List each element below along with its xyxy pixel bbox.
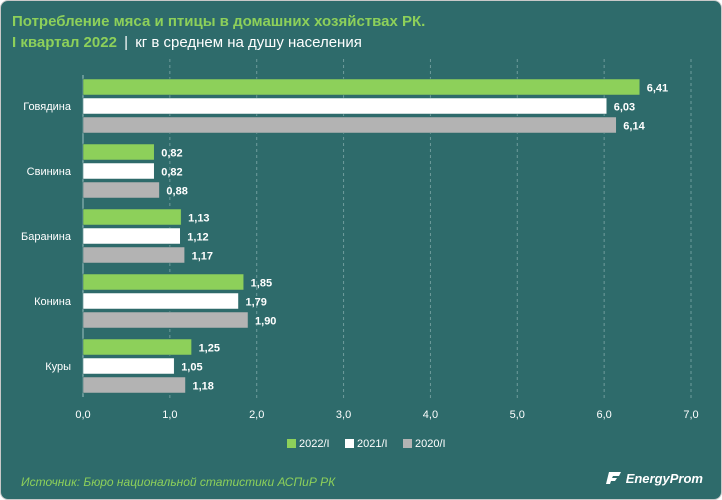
energyprom-logo: EnergyProm bbox=[605, 470, 703, 486]
category-label: Конина bbox=[34, 296, 72, 308]
data-label: 1,17 bbox=[192, 251, 213, 263]
title-separator: | bbox=[124, 34, 129, 51]
bar-2022-I-3 bbox=[82, 273, 244, 291]
bar-2021-I-2 bbox=[82, 227, 181, 245]
category-label: Говядина bbox=[23, 101, 72, 113]
bar-chart: 0,0 1,0 2,0 3,0 4,0 5,0 6,0 7,0 6,41 6,03 6,14 Говя… bbox=[21, 59, 699, 450]
category-label: Свинина bbox=[27, 166, 72, 178]
category-label: Баранина bbox=[21, 231, 72, 243]
data-label: 1,13 bbox=[188, 213, 209, 225]
x-tick-label: 1,0 bbox=[162, 409, 177, 421]
legend-label: 2021/I bbox=[357, 438, 388, 450]
bar-2020-I-0 bbox=[82, 116, 617, 134]
x-tick-label: 7,0 bbox=[683, 409, 698, 421]
legend-swatch bbox=[287, 439, 296, 448]
legend-swatch bbox=[403, 439, 412, 448]
bar-2021-I-1 bbox=[82, 162, 155, 180]
x-tick-label: 0,0 bbox=[75, 409, 90, 421]
data-label: 6,41 bbox=[647, 83, 668, 95]
category-label: Куры bbox=[45, 361, 71, 373]
title-period: I квартал 2022 bbox=[12, 34, 117, 51]
bar-2021-I-0 bbox=[82, 97, 607, 115]
bar-2020-I-2 bbox=[82, 246, 185, 264]
title-line-2: I квартал 2022 | кг в среднем на душу на… bbox=[12, 32, 711, 53]
x-tick-label: 4,0 bbox=[423, 409, 438, 421]
data-label: 1,18 bbox=[192, 381, 213, 393]
data-label: 0,88 bbox=[166, 186, 187, 198]
logo-text: EnergyProm bbox=[625, 470, 703, 486]
energyprom-logo-icon bbox=[605, 472, 621, 484]
data-label: 1,25 bbox=[199, 343, 220, 355]
source-note: Источник: Бюро национальной статистики А… bbox=[21, 475, 336, 489]
bar-2022-I-1 bbox=[82, 143, 155, 161]
bar-2022-I-0 bbox=[82, 78, 641, 96]
bar-2020-I-3 bbox=[82, 311, 249, 329]
x-tick-label: 3,0 bbox=[336, 409, 351, 421]
data-label: 6,14 bbox=[623, 121, 645, 133]
bar-2022-I-4 bbox=[82, 338, 192, 356]
data-label: 1,79 bbox=[245, 297, 266, 309]
bar-2020-I-4 bbox=[82, 376, 186, 394]
legend-label: 2022/I bbox=[299, 438, 330, 450]
data-label: 0,82 bbox=[161, 148, 182, 160]
legend-label: 2020/I bbox=[415, 438, 446, 450]
bar-2022-I-2 bbox=[82, 208, 182, 226]
x-tick-label: 2,0 bbox=[249, 409, 264, 421]
chart-title: Потребление мяса и птицы в домашних хозя… bbox=[12, 11, 711, 53]
data-label: 1,05 bbox=[181, 362, 202, 374]
chart-subtitle: кг в среднем на душу населения bbox=[135, 34, 362, 51]
x-tick-label: 6,0 bbox=[596, 409, 611, 421]
data-label: 1,85 bbox=[251, 278, 272, 290]
bar-2021-I-4 bbox=[82, 357, 175, 375]
title-line-1: Потребление мяса и птицы в домашних хозя… bbox=[12, 13, 426, 30]
x-tick-label: 5,0 bbox=[510, 409, 525, 421]
data-label: 1,12 bbox=[187, 232, 208, 244]
data-label: 6,03 bbox=[614, 102, 635, 114]
bar-2020-I-1 bbox=[82, 181, 160, 199]
legend-swatch bbox=[345, 439, 354, 448]
data-label: 1,90 bbox=[255, 316, 276, 328]
bar-2021-I-3 bbox=[82, 292, 239, 310]
data-label: 0,82 bbox=[161, 167, 182, 179]
